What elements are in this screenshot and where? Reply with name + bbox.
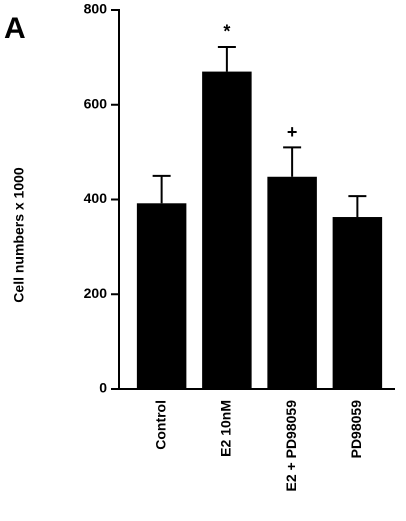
error-bar bbox=[283, 146, 302, 177]
x-tick-label: Control bbox=[152, 400, 168, 450]
bar bbox=[267, 176, 317, 389]
bar bbox=[136, 203, 187, 389]
error-bar bbox=[217, 45, 236, 72]
x-tick-label: PD98059 bbox=[348, 400, 364, 459]
error-bar bbox=[348, 195, 367, 218]
x-tick-label: E2 10nM bbox=[218, 400, 234, 457]
y-tick-label: 0 bbox=[99, 380, 107, 396]
y-tick-label: 800 bbox=[84, 1, 108, 17]
x-tick-label: E2 + PD98059 bbox=[283, 400, 299, 492]
annotation: * bbox=[223, 22, 230, 42]
panel-label: A bbox=[4, 12, 26, 45]
bar bbox=[202, 71, 252, 390]
error-bar bbox=[152, 174, 171, 204]
y-axis-label: Cell numbers x 1000 bbox=[11, 167, 27, 303]
y-tick-label: 400 bbox=[84, 190, 108, 206]
bar bbox=[332, 217, 383, 389]
y-tick-label: 600 bbox=[84, 95, 108, 111]
annotation: + bbox=[287, 122, 298, 142]
y-tick-label: 200 bbox=[84, 285, 108, 301]
